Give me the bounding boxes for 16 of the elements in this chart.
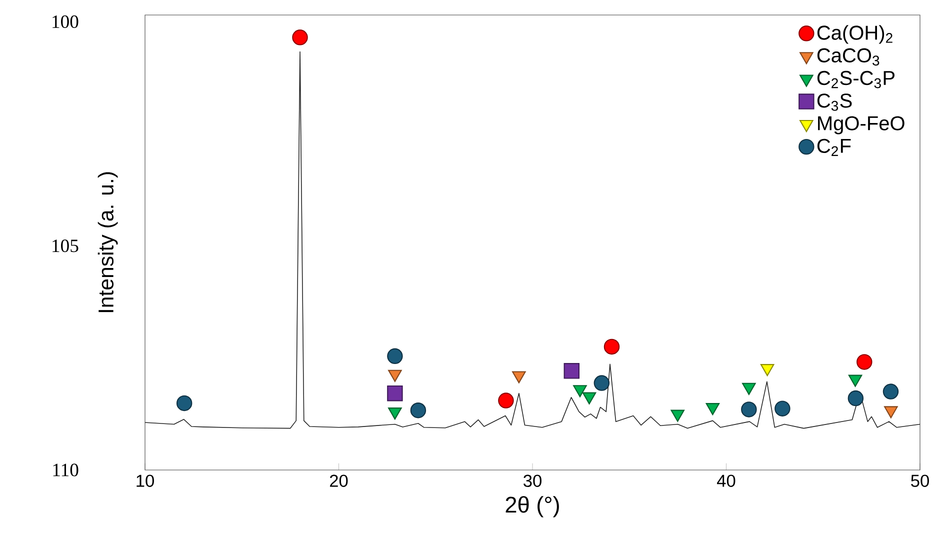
legend-label: MgO-FeO bbox=[818, 116, 904, 134]
x-tick-label: 50 bbox=[911, 474, 929, 487]
legend-label: Ca(OH)$_{2}$ bbox=[817, 25, 892, 44]
x-tick-label: 20 bbox=[330, 474, 348, 487]
x-tick-label: 30 bbox=[524, 474, 542, 487]
y-tick-label: 100 bbox=[52, 15, 78, 28]
x-tick-label: 40 bbox=[717, 474, 736, 487]
y-axis-title: Intensity (a. u.) bbox=[98, 172, 118, 312]
x-axis-title: 2θ (°) bbox=[506, 496, 559, 518]
legend-label: C$_{2}$F bbox=[817, 138, 851, 156]
legend-label: CaCO$_{3}$ bbox=[817, 48, 880, 66]
y-tick-label: 105 bbox=[52, 240, 78, 252]
x-tick-label: 10 bbox=[136, 474, 154, 487]
legend-label: C$_{2}$S-C$_{3}$P bbox=[817, 70, 894, 88]
y-tick-label: 110 bbox=[53, 464, 78, 476]
legend-label: C$_{3}$S bbox=[817, 94, 852, 111]
